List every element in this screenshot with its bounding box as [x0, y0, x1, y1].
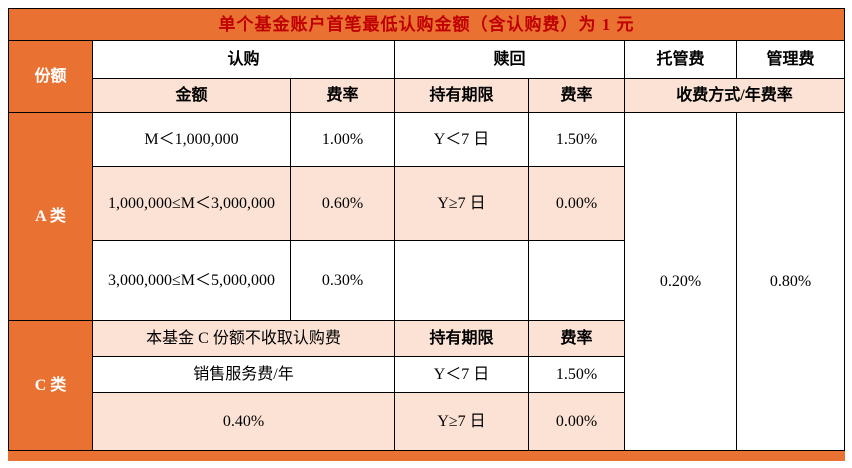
- class-a-row1-red-rate: 1.50%: [528, 112, 625, 167]
- class-a-row3-amount: 3,000,000≤M＜5,000,000: [92, 240, 291, 321]
- class-c-row2-holding: Y≥7 日: [394, 392, 529, 451]
- class-a-row3-sub-rate: 0.30%: [290, 240, 395, 321]
- class-a-row1-sub-rate: 1.00%: [290, 112, 395, 167]
- fee-table-container: 单个基金账户首笔最低认购金额（含认购费）为 1 元 份额 认购 赎回 托管费 管…: [7, 8, 846, 461]
- class-c-no-fee-note: 本基金 C 份额不收取认购费: [92, 320, 395, 357]
- class-c-rate-header: 费率: [528, 320, 625, 357]
- header-share-class: 份额: [8, 40, 93, 113]
- header-subscription: 认购: [92, 40, 395, 79]
- header-fee-method: 收费方式/年费率: [623, 78, 846, 113]
- class-a-row2-amount: 1,000,000≤M＜3,000,000: [92, 166, 291, 241]
- class-c-row1-holding: Y＜7 日: [394, 356, 529, 393]
- class-a-row2-red-rate: 0.00%: [528, 166, 625, 241]
- header-subscription-rate: 费率: [290, 78, 395, 113]
- class-a-label: A 类: [8, 112, 93, 321]
- header-redemption: 赎回: [394, 40, 625, 79]
- class-c-service-fee-label: 销售服务费/年: [92, 356, 395, 393]
- class-a-row1-amount: M＜1,000,000: [92, 112, 291, 167]
- table-title: 单个基金账户首笔最低认购金额（含认购费）为 1 元: [7, 8, 846, 41]
- header-holding-period: 持有期限: [394, 78, 529, 113]
- class-a-row2-sub-rate: 0.60%: [290, 166, 395, 241]
- fund-fee-table: 单个基金账户首笔最低认购金额（含认购费）为 1 元 份额 认购 赎回 托管费 管…: [7, 8, 846, 461]
- class-c-row1-rate: 1.50%: [528, 356, 625, 393]
- custody-fee-value: 0.20%: [624, 112, 737, 451]
- class-c-holding-period-header: 持有期限: [394, 320, 529, 357]
- header-redemption-rate: 费率: [528, 78, 625, 113]
- header-amount: 金额: [92, 78, 291, 113]
- class-a-row3-red-rate: [528, 240, 625, 321]
- class-c-service-fee-value: 0.40%: [92, 392, 395, 451]
- bottom-accent-strip: [7, 450, 846, 461]
- class-c-label: C 类: [8, 320, 93, 451]
- class-a-row1-holding: Y＜7 日: [394, 112, 529, 167]
- header-management-fee: 管理费: [735, 40, 846, 79]
- class-a-row2-holding: Y≥7 日: [394, 166, 529, 241]
- class-c-row2-rate: 0.00%: [528, 392, 625, 451]
- header-custody-fee: 托管费: [624, 40, 737, 79]
- management-fee-value: 0.80%: [735, 112, 846, 451]
- class-a-row3-holding: [394, 240, 529, 321]
